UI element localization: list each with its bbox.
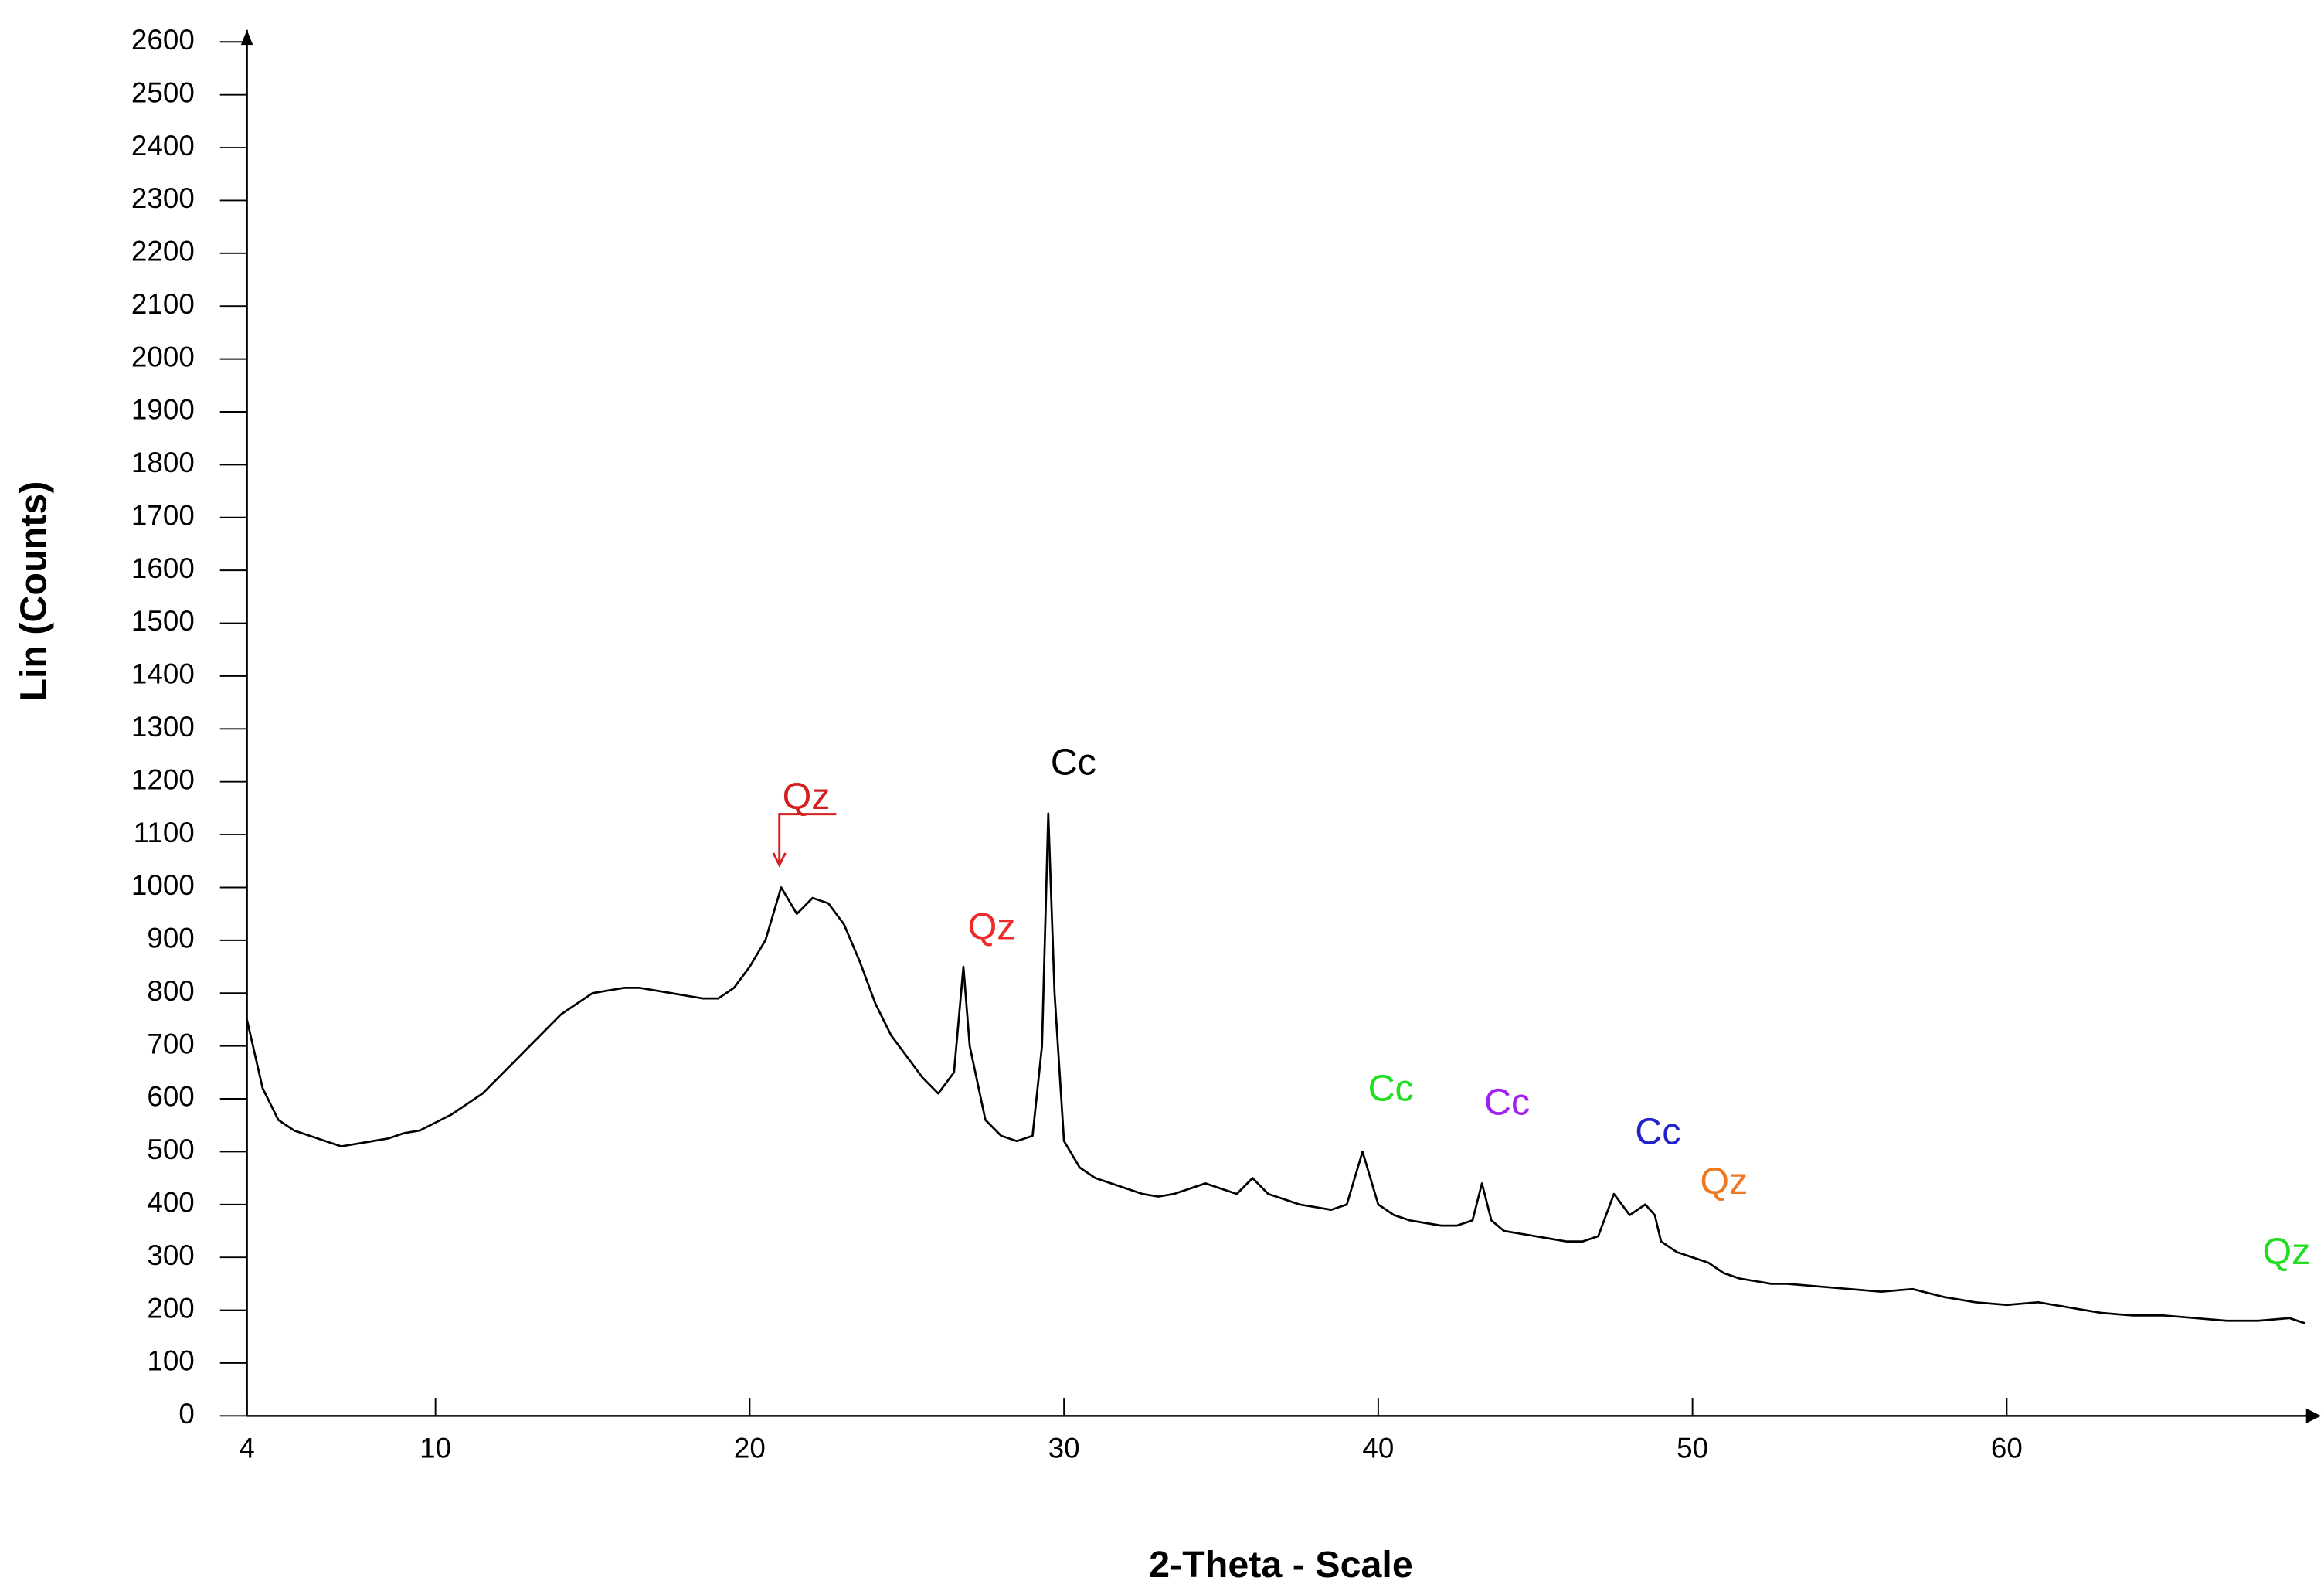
x-tick-label: 40 xyxy=(1362,1433,1394,1464)
x-tick-label: 4 xyxy=(239,1433,254,1464)
y-tick-label: 2600 xyxy=(131,24,195,56)
xrd-line xyxy=(246,812,2306,1324)
x-tick-label: 30 xyxy=(1048,1433,1080,1464)
y-tick-label: 800 xyxy=(147,975,194,1007)
y-tick-label: 1100 xyxy=(134,817,195,848)
y-tick-label: 0 xyxy=(178,1398,194,1430)
peak-label: Cc xyxy=(1368,1068,1414,1110)
y-tick-label: 500 xyxy=(147,1134,194,1165)
y-tick-label: 1600 xyxy=(131,552,195,584)
y-tick-label: 1500 xyxy=(131,605,195,637)
y-tick-label: 1800 xyxy=(131,447,195,478)
peak-label: Cc xyxy=(1051,742,1096,784)
peak-label: Qz xyxy=(2262,1231,2310,1273)
x-tick-label: 20 xyxy=(734,1433,766,1464)
y-tick-label: 2200 xyxy=(131,236,195,267)
peak-label: Qz xyxy=(968,906,1016,947)
y-tick-label: 900 xyxy=(147,923,194,954)
y-tick-label: 1700 xyxy=(131,499,195,531)
y-tick-label: 2100 xyxy=(131,288,195,320)
x-axis-label: 2-Theta - Scale xyxy=(1149,1544,1413,1586)
x-axis-arrow xyxy=(2305,1408,2322,1424)
y-tick-label: 1400 xyxy=(131,658,195,690)
y-tick-label: 1300 xyxy=(131,711,195,743)
y-tick-label: 100 xyxy=(147,1345,194,1377)
y-tick-label: 300 xyxy=(147,1239,194,1271)
peak-label: Cc xyxy=(1484,1081,1530,1123)
y-tick-label: 1000 xyxy=(131,869,195,901)
y-tick-label: 2500 xyxy=(131,76,195,108)
y-tick-label: 400 xyxy=(147,1187,194,1219)
peak-label: Qz xyxy=(1700,1161,1748,1202)
y-tick-label: 600 xyxy=(147,1081,194,1113)
y-tick-label: 2400 xyxy=(131,130,195,161)
y-tick-label: 1900 xyxy=(131,394,195,426)
peak-arrow xyxy=(772,813,837,868)
y-tick-label: 200 xyxy=(147,1292,194,1324)
peak-label: Qz xyxy=(783,776,831,818)
y-tick-label: 700 xyxy=(147,1028,194,1059)
y-tick-label: 2000 xyxy=(131,341,195,372)
x-tick-label: 10 xyxy=(420,1433,451,1464)
x-tick-label: 50 xyxy=(1677,1433,1708,1464)
peak-label: Cc xyxy=(1635,1111,1680,1153)
y-tick-label: 1200 xyxy=(131,763,195,795)
x-tick-label: 60 xyxy=(1991,1433,2023,1464)
y-tick-label: 2300 xyxy=(131,182,195,214)
y-axis-label: Lin (Counts) xyxy=(12,481,54,702)
